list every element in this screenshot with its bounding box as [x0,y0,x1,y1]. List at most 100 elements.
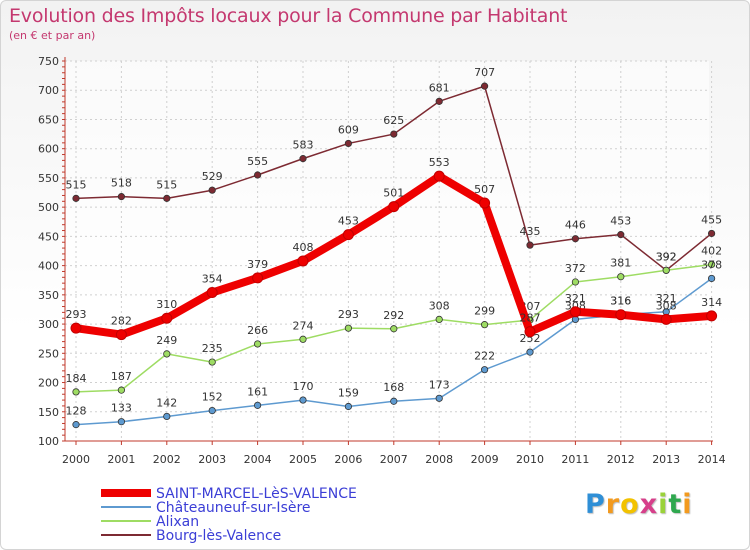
y-tick-label: 350 [38,289,59,302]
data-label: 128 [66,405,87,418]
data-label: 515 [156,178,177,191]
data-label: 518 [111,177,132,190]
data-label: 308 [656,299,677,312]
y-tick-label: 700 [38,84,59,97]
data-point [208,186,216,194]
logo-letter: r [605,489,621,520]
data-label: 293 [338,308,359,321]
data-point [526,348,534,356]
y-tick-label: 400 [38,260,59,273]
data-point [342,229,354,241]
data-point [706,310,718,322]
data-point [660,313,672,325]
data-label: 507 [474,183,495,196]
data-label: 316 [610,295,631,308]
data-point [617,273,625,281]
data-point [617,231,625,239]
data-point [524,326,536,338]
data-label: 321 [565,292,586,305]
legend-label: SAINT-MARCEL-LèS-VALENCE [156,486,357,502]
data-label: 266 [247,324,268,337]
data-point [299,396,307,404]
y-tick-label: 600 [38,143,59,156]
y-tick-label: 750 [38,55,59,68]
data-label: 681 [429,81,450,94]
data-point [117,193,126,201]
y-tick-label: 500 [38,201,59,214]
data-label: 583 [293,139,314,152]
data-point [72,194,80,202]
data-point [344,139,352,148]
data-point [390,397,398,405]
data-label: 142 [156,396,177,409]
data-label: 152 [202,391,223,404]
data-label: 455 [701,213,722,226]
data-point [615,309,627,321]
data-label: 274 [293,319,314,332]
data-label: 249 [156,334,177,347]
data-label: 292 [383,309,404,322]
data-label: 553 [429,156,450,169]
data-label: 168 [383,381,404,394]
data-label: 707 [474,66,495,79]
x-tick-label: 2012 [607,453,635,466]
x-tick-label: 2001 [107,453,135,466]
data-point [254,171,262,179]
y-tick-label: 650 [38,113,59,126]
data-point [206,287,218,299]
data-label: 161 [247,385,268,398]
data-point [161,312,173,324]
x-tick-label: 2000 [62,453,90,466]
data-label: 133 [111,402,132,415]
data-label: 392 [656,250,677,263]
data-label: 184 [66,372,87,385]
data-point [435,315,443,323]
data-point [208,406,216,415]
data-point [569,306,581,318]
x-tick-label: 2003 [198,453,226,466]
y-tick-label: 250 [38,347,59,360]
data-point [388,201,400,213]
data-label: 625 [383,114,404,127]
data-label: 187 [111,370,132,383]
data-point [571,278,580,286]
data-point [254,340,262,348]
data-label: 555 [247,155,268,168]
y-tick-label: 550 [38,172,59,185]
y-tick-label: 300 [38,318,59,331]
x-tick-label: 2011 [561,453,589,466]
data-point [72,421,80,429]
data-point [163,194,171,202]
data-label: 435 [520,225,541,238]
legend-label: Alixan [156,514,199,530]
x-tick-label: 2002 [153,453,181,466]
data-point [662,266,670,274]
logo-letter: x [639,489,659,520]
data-label: 392 [656,250,677,263]
data-label: 293 [66,308,87,321]
data-point [435,97,443,105]
x-tick-label: 2013 [652,453,680,466]
chart-title: Evolution des Impôts locaux pour la Comm… [9,5,568,27]
data-point [117,418,126,426]
data-point [299,155,307,163]
data-point [390,130,398,138]
logo-letter: i [682,489,693,520]
logo-letter: t [668,489,683,520]
data-point [480,82,489,90]
data-point [479,197,491,209]
data-label: 299 [474,305,495,318]
data-label: 609 [338,123,359,136]
x-tick-label: 2008 [425,453,453,466]
data-point [208,358,216,366]
data-point [72,388,80,396]
y-tick-label: 100 [38,435,59,448]
data-label: 159 [338,387,359,400]
data-point [252,272,264,284]
data-label: 173 [429,378,450,391]
data-point [163,350,171,358]
data-label: 446 [565,219,586,232]
x-tick-label: 2004 [244,453,272,466]
data-point [297,255,309,267]
